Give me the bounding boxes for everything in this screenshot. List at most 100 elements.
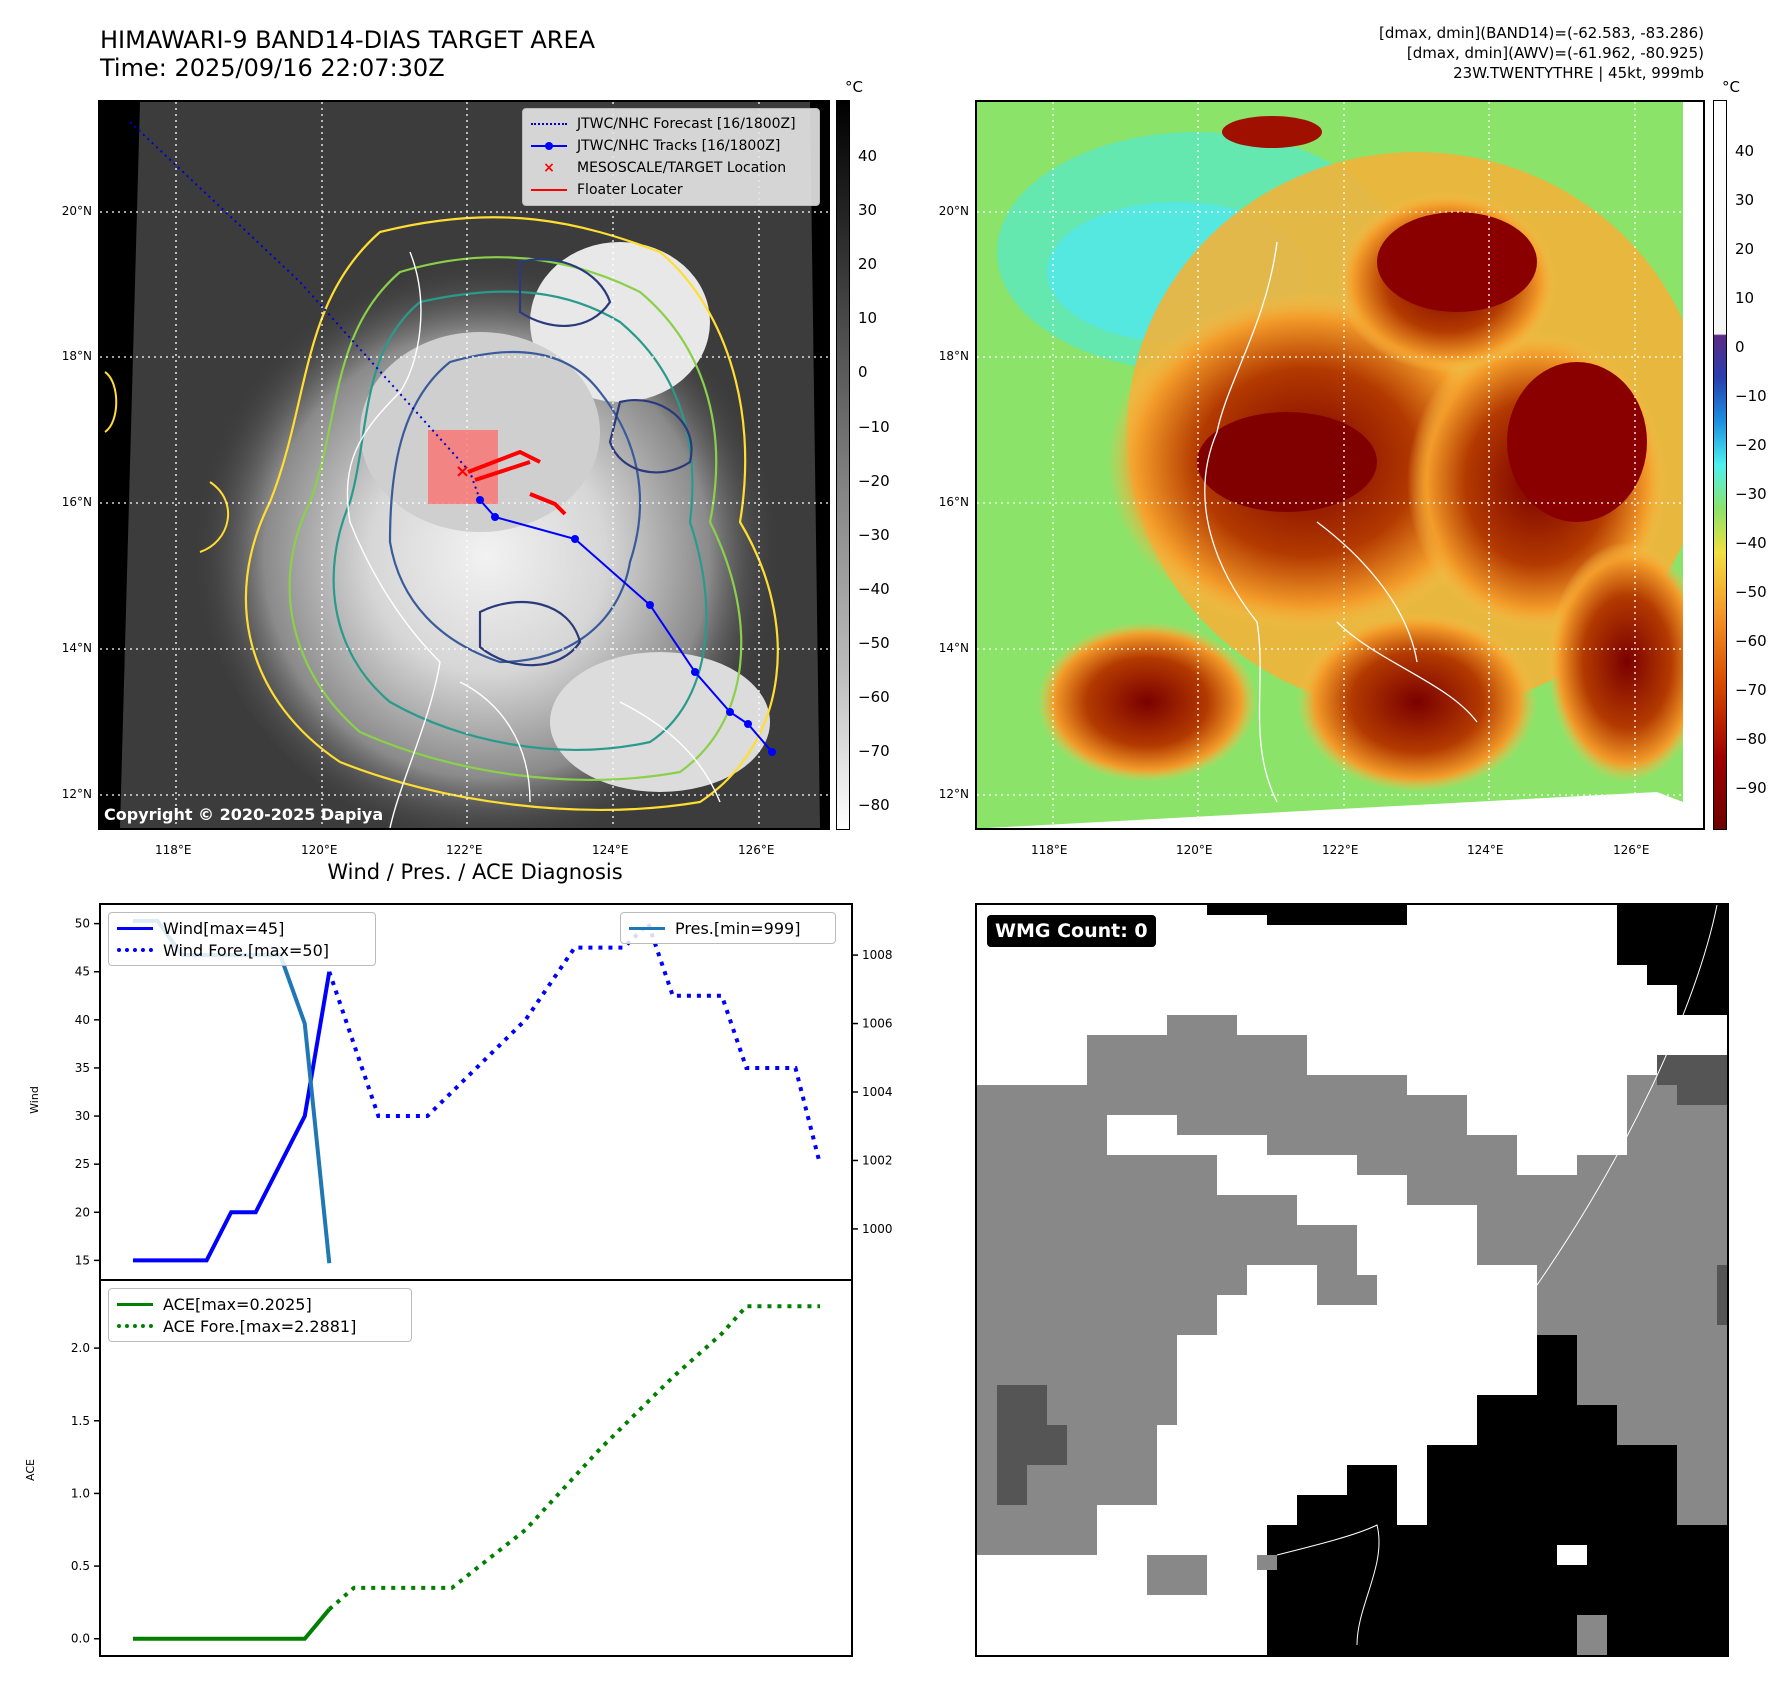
ir-map-legend: JTWC/NHC Forecast [16/1800Z] JTWC/NHC Tr… [522,108,820,206]
colorbar-tick-label: 40 [858,147,878,165]
diagnosis-title: Wind / Pres. / ACE Diagnosis [327,860,623,884]
legend-pressure: Pres.[min=999] [629,917,827,939]
pressure-axis-tick-label: 1002 [862,1153,893,1167]
wind-axis-tick-label: 40 [75,1013,90,1027]
legend-tracks: JTWC/NHC Tracks [16/1800Z] [531,135,811,157]
lat-label: 12°N [938,787,969,801]
ace-axis-tick-label: 1.0 [71,1486,90,1500]
colorbar-tick-label: −40 [1735,534,1767,552]
diagnosis-marks: 50 45 40 35 30 25 20 15 1008 1006 1004 1002 1000 2.0 1… [24,917,893,1646]
lat-label: 18°N [938,349,969,363]
colorbar-tick-label: 40 [1735,142,1755,160]
wind-series-line-0 [133,971,332,1263]
colorbar-tick-label: −80 [1735,730,1767,748]
ace-series-line-0 [133,1608,331,1641]
colorbar-tick-label: −60 [858,688,890,706]
grayscale-colorbar [836,100,850,830]
solid-line-icon [531,189,567,191]
wmg-mask-svg [977,905,1727,1655]
lon-label: 126°E [738,843,775,857]
ir-satellite-map: × JTWC/NHC Forecast [16/1800Z] JTWC/NHC … [98,100,830,830]
diagnosis-chart: 50 45 40 35 30 25 20 15 1008 1006 1004 1002 1000 2.0 1… [24,903,893,1657]
legend-forecast: JTWC/NHC Forecast [16/1800Z] [531,113,811,135]
colorbar-tick-label: 0 [1735,338,1745,356]
lat-label: 20°N [61,204,92,218]
colorbar-unit: °C [845,78,863,96]
solid-line-icon [117,926,153,930]
svg-text:×: × [455,461,470,482]
wind-axis-tick-label: 35 [75,1061,90,1075]
legend-floater-label: Floater Locater [577,182,683,198]
ir-map-svg: × [100,102,828,828]
pressure-legend: Pres.[min=999] [620,912,836,944]
ace-legend: ACE[max=0.2025] ACE Fore.[max=2.2881] [108,1288,412,1342]
colorbar-tick-label: −70 [858,742,890,761]
pressure-axis-tick-label: 1000 [862,1222,893,1236]
colorbar-tick-label: −50 [858,633,890,652]
awv-map-svg [977,102,1703,828]
colorbar-tick-label: 20 [858,255,878,274]
legend-forecast-label: JTWC/NHC Forecast [16/1800Z] [577,116,796,132]
colorbar-tick-label: −80 [858,796,890,815]
legend-wind-forecast: Wind Fore.[max=50] [117,939,367,961]
dotted-line-icon [117,948,153,952]
colorbar-tick-label: −30 [1735,485,1767,503]
dotted-line-icon [531,123,567,125]
track-line-icon [531,142,567,150]
colorbar-tick-label: 30 [1735,191,1755,209]
legend-ace-forecast: ACE Fore.[max=2.2881] [117,1315,403,1337]
lon-label: 122°E [1322,843,1359,857]
colorbar-tick-label: −70 [1735,681,1767,699]
ace-series-line-1 [327,1304,820,1611]
ace-axis-tick-label: 0.5 [71,1559,90,1573]
pressure-axis-tick-label: 1008 [862,948,893,962]
solid-line-icon [117,1302,153,1306]
wind-axis-tick-label: 25 [75,1157,90,1171]
wind-axis-tick-label: 30 [75,1109,90,1123]
wind-axis-tick-label: 45 [75,965,90,979]
lat-label: 14°N [938,641,969,655]
wmg-mask-map: WMG Count: 0 [975,903,1729,1657]
colorbar-tick-label: −20 [1735,436,1767,454]
lon-label: 122°E [446,843,483,857]
wind-axis-tick-label: 50 [75,917,90,931]
colorbar-tick-label: −10 [858,417,890,436]
colorbar-tick-label: 20 [1735,240,1755,258]
wind-axis-tick-label: 20 [75,1205,90,1219]
info-dmax-awv: [dmax, dmin](AWV)=(-61.962, -80.925) [1406,44,1704,62]
legend-ace: ACE[max=0.2025] [117,1293,403,1315]
legend-wind-label: Wind[max=45] [163,918,285,938]
lon-label: 126°E [1613,843,1650,857]
colorbar-unit: °C [1722,78,1740,96]
awv-map [975,100,1705,830]
pressure-axis-tick-label: 1004 [862,1085,893,1099]
colorbar-tick-label: 0 [858,363,868,382]
solid-line-icon [629,926,665,930]
legend-target-label: MESOSCALE/TARGET Location [577,160,787,176]
wind-axis-tick-label: 15 [75,1253,90,1267]
colorbar-tick-label: −10 [1735,387,1767,405]
lat-label: 12°N [61,787,92,801]
lon-label: 120°E [301,843,338,857]
legend-floater: Floater Locater [531,179,811,201]
colorbar-tick-label: −50 [1735,583,1767,601]
colorbar-tick-label: 10 [858,309,878,328]
wind-series-line-1 [327,919,822,1165]
colorbar-tick-label: −30 [858,525,890,544]
ace-axis-tick-label: 2.0 [71,1341,90,1355]
colorbar-tick-label: −90 [1735,779,1767,797]
legend-tracks-label: JTWC/NHC Tracks [16/1800Z] [577,138,781,154]
lat-label: 20°N [938,204,969,218]
colorbar-tick-label: 10 [1735,289,1755,307]
colorbar-tick-label: −20 [858,471,890,490]
wind-axis-label: Wind [28,1086,41,1114]
info-storm: 23W.TWENTYTHRE | 45kt, 999mb [1453,64,1704,82]
lon-label: 124°E [592,843,629,857]
legend-wind-forecast-label: Wind Fore.[max=50] [163,940,329,960]
ace-axis-tick-label: 0.0 [71,1632,90,1646]
legend-ace-label: ACE[max=0.2025] [163,1294,312,1314]
title-line1: HIMAWARI-9 BAND14-DIAS TARGET AREA [100,26,596,54]
lon-label: 124°E [1467,843,1504,857]
ace-axis-tick-label: 1.5 [71,1414,90,1428]
lat-label: 18°N [61,349,92,363]
